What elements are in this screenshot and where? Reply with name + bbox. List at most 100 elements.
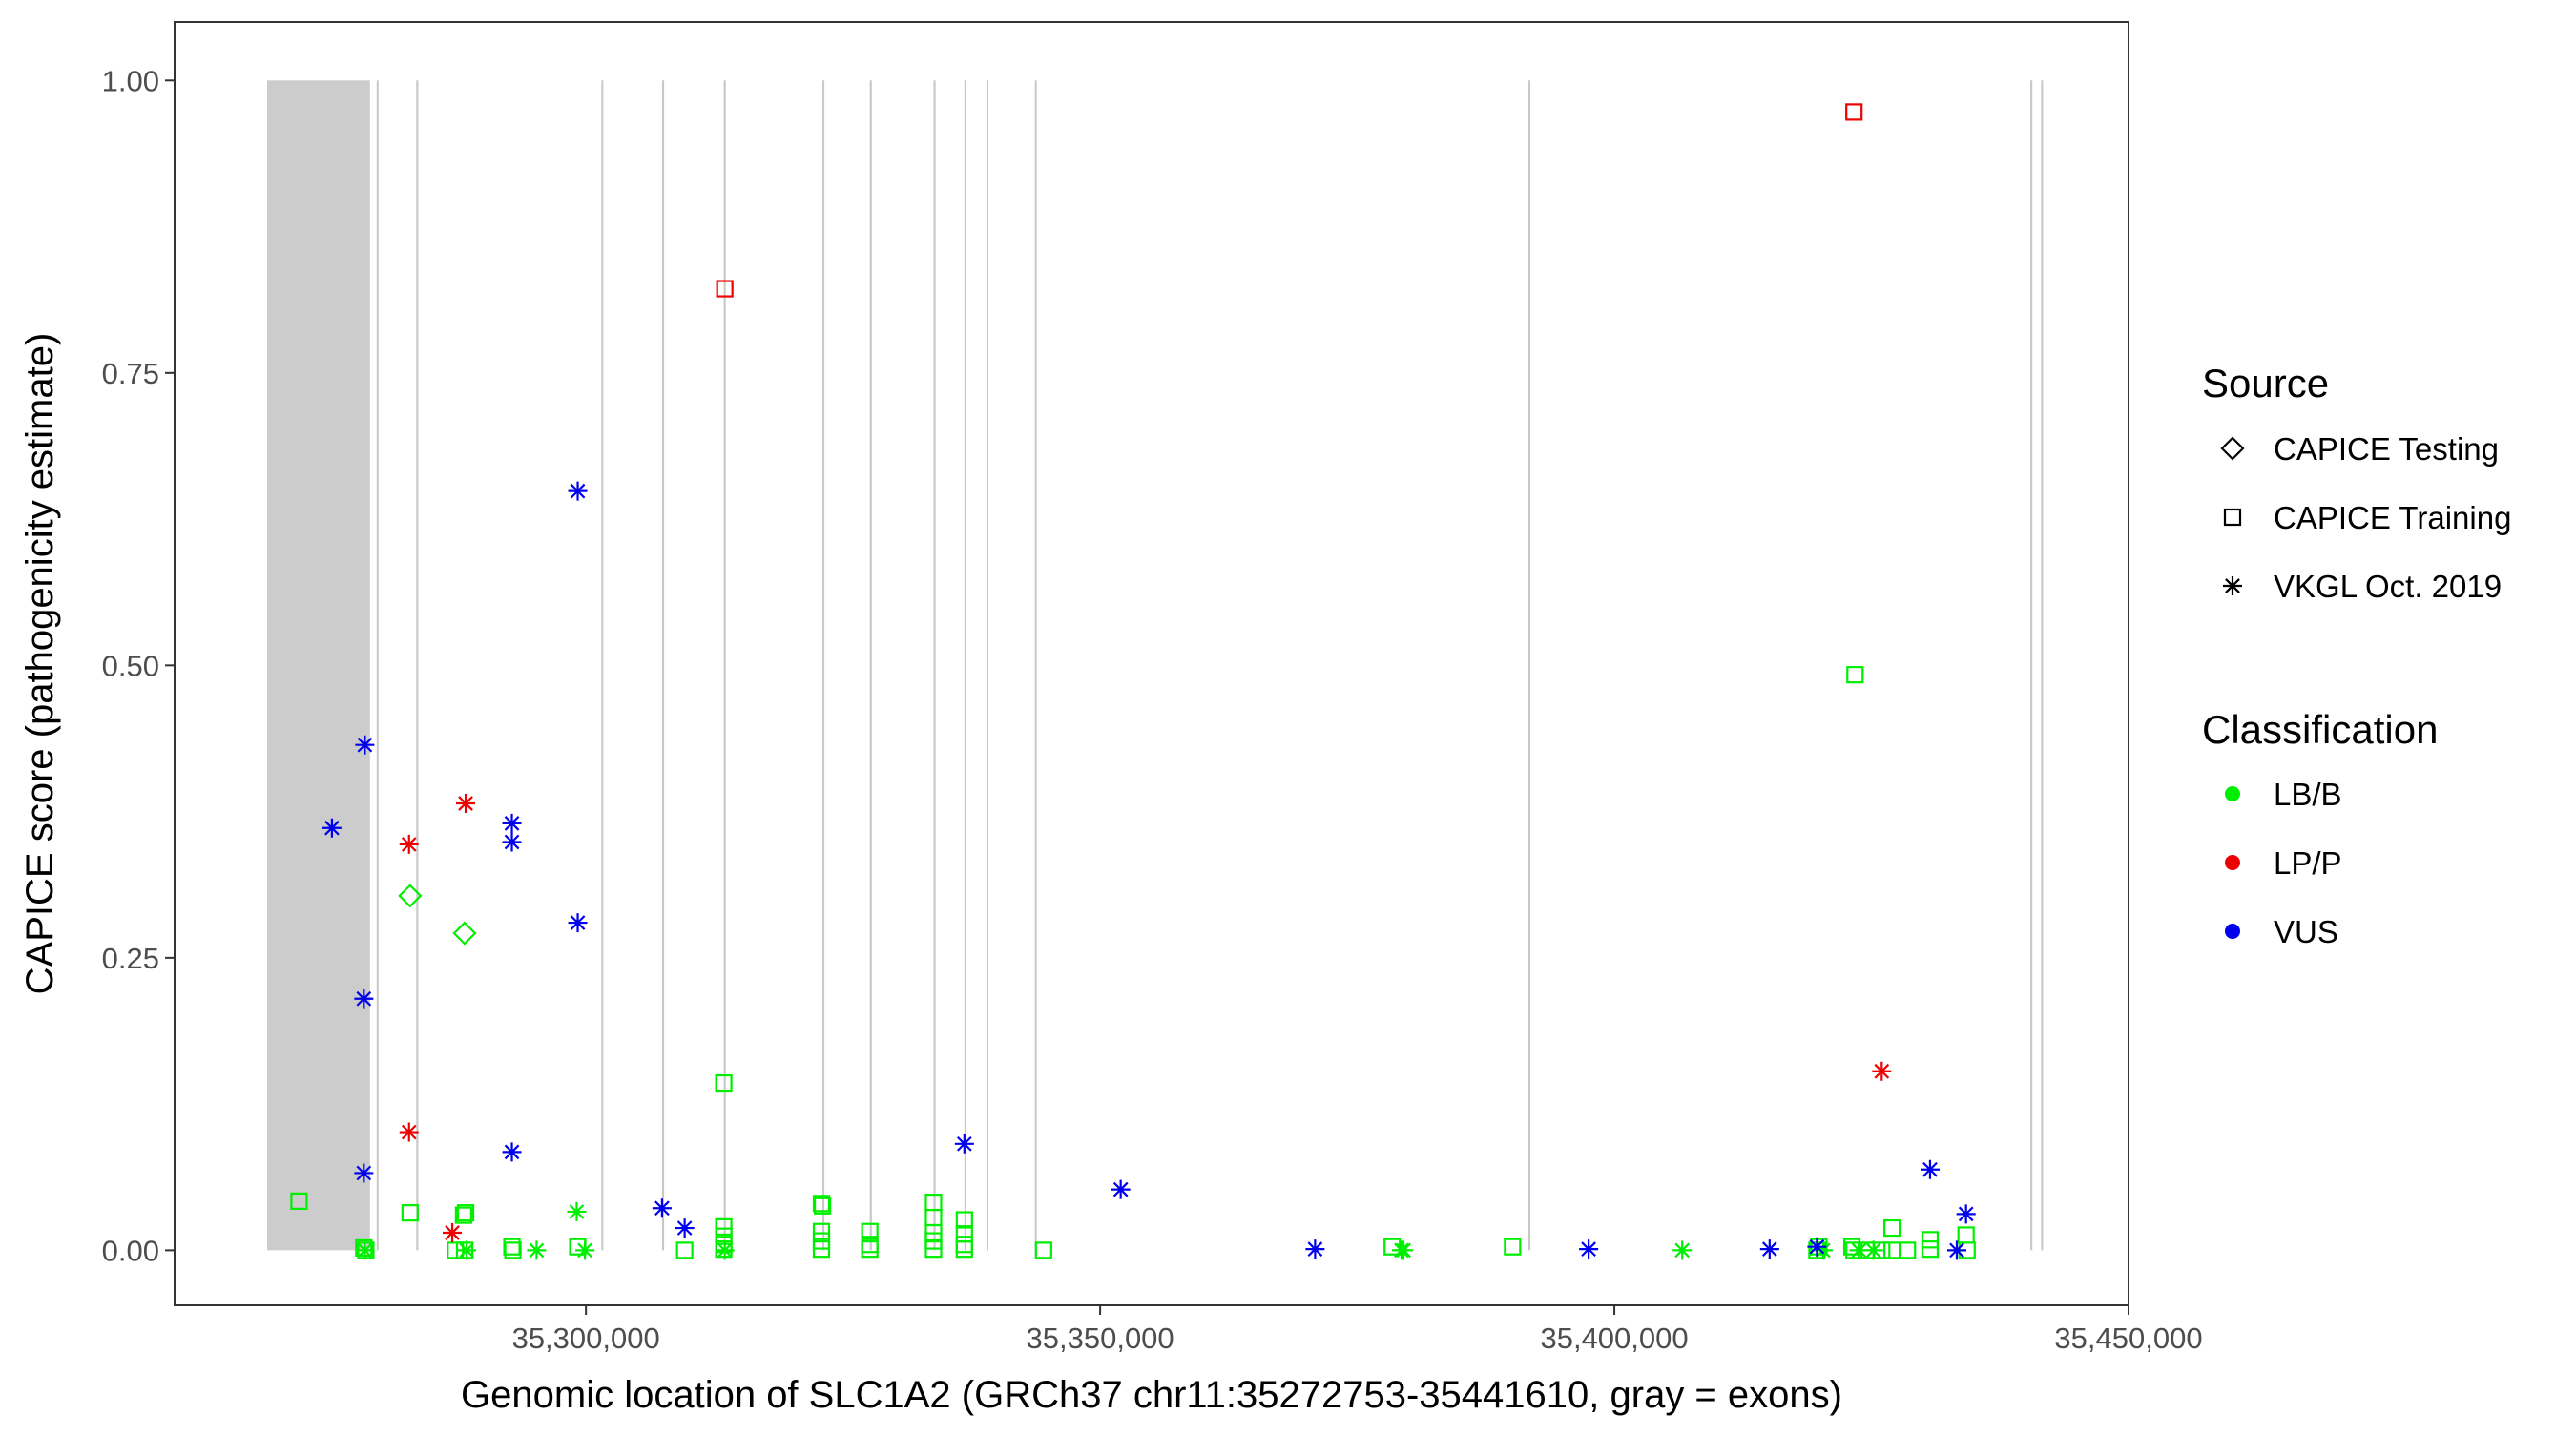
- data-point: [398, 884, 423, 908]
- exon-band: [1034, 80, 1037, 1251]
- data-point: [1759, 1239, 1779, 1259]
- data-point: [1672, 1240, 1693, 1260]
- legend-classification-key: [2225, 924, 2240, 939]
- data-point: [454, 1206, 472, 1224]
- point-asterisk: [1672, 1240, 1693, 1260]
- point-square: [715, 1073, 733, 1093]
- data-point: [457, 1240, 477, 1260]
- data-point: [1921, 1240, 1940, 1259]
- point-square: [675, 1241, 694, 1259]
- data-point: [567, 1201, 587, 1221]
- data-point: [1899, 1241, 1917, 1259]
- data-point: [502, 832, 522, 852]
- data-point: [1956, 1204, 1976, 1224]
- data-point: [568, 913, 588, 933]
- y-tick-label: 0.25: [102, 942, 159, 975]
- point-asterisk: [1872, 1061, 1892, 1081]
- point-square: [955, 1240, 973, 1259]
- data-point: [504, 1241, 522, 1259]
- data-point: [401, 1204, 419, 1222]
- data-point: [1845, 103, 1863, 121]
- data-point: [355, 1240, 375, 1260]
- point-asterisk: [456, 794, 476, 814]
- point-asterisk: [675, 1218, 695, 1238]
- legend-source-key: [2220, 436, 2245, 461]
- legend-source-label: CAPICE Testing: [2274, 431, 2499, 467]
- exon-band: [416, 80, 419, 1251]
- data-point: [1813, 1240, 1833, 1260]
- exon-band: [964, 80, 966, 1251]
- legend-source-title: Source: [2202, 361, 2329, 406]
- point-square: [1873, 1241, 1891, 1259]
- legend-classification-title: Classification: [2202, 707, 2438, 752]
- x-tick-label: 35,400,000: [1540, 1322, 1688, 1355]
- point-asterisk: [355, 1240, 375, 1260]
- point-square: [1034, 1241, 1052, 1259]
- exon-band: [1528, 80, 1531, 1251]
- point-diamond-key: [2220, 436, 2245, 461]
- exon-band: [822, 80, 825, 1251]
- data-point: [502, 1142, 522, 1162]
- point-asterisk: [568, 481, 588, 501]
- point-square: [924, 1240, 943, 1259]
- point-asterisk: [652, 1198, 672, 1218]
- point-asterisk: [355, 735, 375, 755]
- point-asterisk: [1807, 1237, 1827, 1257]
- exon-band: [986, 80, 988, 1251]
- y-tick-label: 1.00: [102, 64, 159, 97]
- x-tick-label: 35,300,000: [512, 1322, 660, 1355]
- legend-source-key: [2223, 508, 2242, 527]
- legend-source-label: VKGL Oct. 2019: [2274, 569, 2502, 604]
- point-asterisk: [954, 1134, 974, 1154]
- point-square: [1921, 1231, 1940, 1249]
- data-point: [715, 1240, 735, 1260]
- point-asterisk: [1946, 1240, 1966, 1260]
- point-square: [456, 1204, 475, 1222]
- y-axis-title: CAPICE score (pathogenicity estimate): [19, 333, 61, 995]
- exon-band: [2030, 80, 2033, 1251]
- y-tick-label: 0.50: [102, 649, 159, 682]
- legend-classification-label: VUS: [2274, 914, 2338, 949]
- point-square: [454, 1206, 472, 1224]
- exon-band: [601, 80, 604, 1251]
- exon-band: [267, 80, 370, 1251]
- data-point: [715, 1217, 733, 1236]
- point-asterisk-key: [2223, 576, 2242, 595]
- data-point: [456, 1204, 475, 1222]
- point-square: [861, 1240, 879, 1259]
- point-asterisk: [1759, 1239, 1779, 1259]
- point-asterisk: [1813, 1240, 1833, 1260]
- data-point: [399, 1122, 419, 1142]
- legend-classification-label: LB/B: [2274, 777, 2342, 812]
- data-point: [861, 1222, 879, 1240]
- x-axis-title: Genomic location of SLC1A2 (GRCh37 chr11…: [461, 1374, 1842, 1416]
- point-asterisk: [527, 1240, 547, 1260]
- point-asterisk: [457, 1240, 477, 1260]
- point-square: [955, 1211, 973, 1229]
- exon-band: [2041, 80, 2044, 1251]
- plot-panel-border: [174, 21, 2129, 1306]
- x-tick-label: 35,350,000: [1027, 1322, 1174, 1355]
- exon-band: [376, 80, 379, 1251]
- data-point: [322, 818, 342, 838]
- point-asterisk: [399, 834, 419, 854]
- data-point: [1034, 1241, 1052, 1259]
- data-point: [716, 280, 734, 298]
- data-point: [568, 481, 588, 501]
- legend-source-key: [2223, 576, 2242, 595]
- point-square: [812, 1222, 831, 1240]
- data-point: [456, 794, 476, 814]
- point-square: [813, 1197, 832, 1215]
- exon-band: [869, 80, 872, 1251]
- point-asterisk: [568, 913, 588, 933]
- data-point: [443, 1222, 463, 1242]
- data-point: [1846, 666, 1864, 684]
- data-point: [861, 1240, 879, 1259]
- axis-layer: 0.00 0.25 0.50 0.75 1.00 35,300,000 35,350,000…: [102, 64, 2203, 1355]
- data-point: [399, 834, 419, 854]
- data-point: [954, 1134, 974, 1154]
- legend-classification-key: [2225, 855, 2240, 870]
